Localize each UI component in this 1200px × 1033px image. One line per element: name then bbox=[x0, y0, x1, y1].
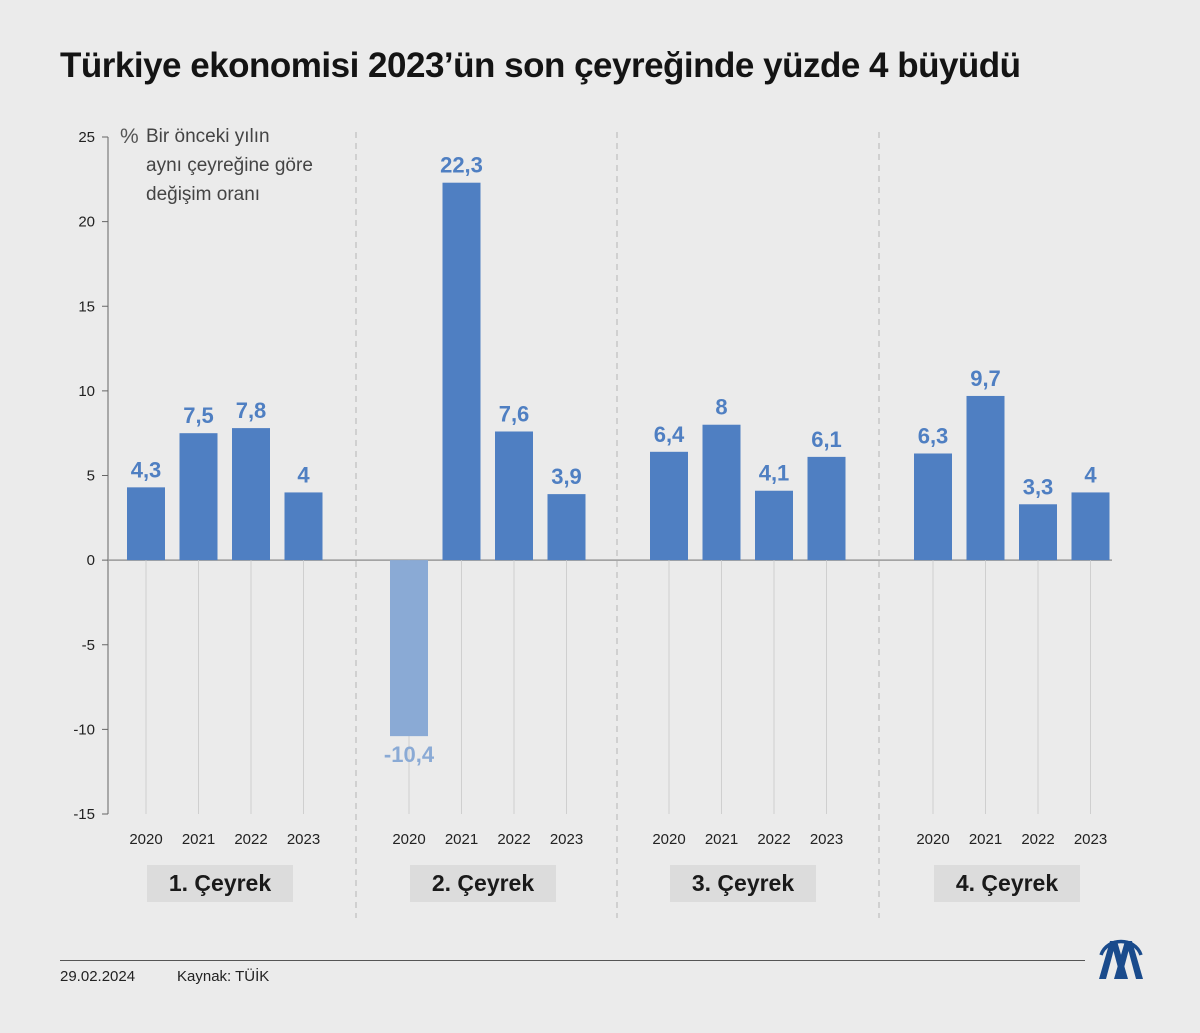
bar bbox=[702, 424, 741, 561]
bar bbox=[232, 428, 270, 561]
aa-logo-icon bbox=[1099, 939, 1143, 979]
bar bbox=[966, 395, 1005, 561]
percent-symbol: % bbox=[120, 125, 139, 148]
y-tick-label: -5 bbox=[82, 637, 95, 654]
y-tick-label: -15 bbox=[73, 806, 95, 823]
bar-value-label: 6,4 bbox=[654, 422, 685, 447]
unit-note: % Bir önceki yılın aynı çeyreğine göre d… bbox=[120, 122, 313, 209]
year-label: 2023 bbox=[1074, 831, 1107, 848]
bar bbox=[390, 560, 428, 737]
bar-value-label: 4 bbox=[297, 462, 310, 487]
footer-date: 29.02.2024 bbox=[60, 968, 136, 985]
bar-value-label: 4,3 bbox=[131, 457, 162, 482]
bar-value-label: 6,1 bbox=[811, 427, 842, 452]
y-tick-label: 5 bbox=[87, 468, 95, 485]
bar-value-label: -10,4 bbox=[384, 742, 435, 767]
year-label: 2021 bbox=[445, 831, 478, 848]
bar-value-label: 4 bbox=[1084, 462, 1097, 487]
bar-value-label: 22,3 bbox=[440, 153, 483, 178]
bar-value-label: 7,6 bbox=[499, 401, 530, 426]
footer-source: Kaynak: TÜİK bbox=[177, 968, 270, 985]
bar-value-label: 7,8 bbox=[236, 398, 267, 423]
bar-value-label: 3,3 bbox=[1023, 474, 1054, 499]
year-label: 2022 bbox=[757, 831, 790, 848]
y-tick-label: 25 bbox=[78, 129, 95, 146]
bar bbox=[127, 487, 165, 561]
unit-note-text: Bir önceki yılın aynı çeyreğine göre değ… bbox=[146, 126, 313, 205]
bar bbox=[547, 494, 586, 561]
year-label: 2023 bbox=[287, 831, 320, 848]
year-label: 2023 bbox=[810, 831, 843, 848]
year-label: 2020 bbox=[916, 831, 949, 848]
quarter-label: 2. Çeyrek bbox=[410, 865, 556, 902]
year-label: 2022 bbox=[497, 831, 530, 848]
footer-divider bbox=[60, 960, 1085, 961]
bar-value-label: 9,7 bbox=[970, 366, 1001, 391]
year-label: 2021 bbox=[969, 831, 1002, 848]
y-tick-label: 0 bbox=[87, 552, 95, 569]
bar-value-label: 6,3 bbox=[918, 423, 949, 448]
bar bbox=[650, 451, 688, 561]
bar bbox=[807, 456, 846, 561]
year-label: 2022 bbox=[1021, 831, 1054, 848]
quarter-label: 1. Çeyrek bbox=[147, 865, 293, 902]
quarter-label: 4. Çeyrek bbox=[934, 865, 1080, 902]
y-tick-label: 15 bbox=[78, 298, 95, 315]
bar bbox=[755, 490, 793, 561]
y-tick-label: 10 bbox=[78, 383, 95, 400]
bar bbox=[1071, 492, 1110, 561]
year-label: 2020 bbox=[129, 831, 162, 848]
bar-value-label: 7,5 bbox=[183, 403, 214, 428]
bar-value-label: 3,9 bbox=[551, 464, 582, 489]
bar-value-label: 4,1 bbox=[759, 461, 790, 486]
chart-title: Türkiye ekonomisi 2023’ün son çeyreğinde… bbox=[60, 46, 1021, 85]
bar bbox=[442, 182, 481, 561]
year-label: 2021 bbox=[705, 831, 738, 848]
year-label: 2020 bbox=[392, 831, 425, 848]
bar bbox=[914, 453, 952, 561]
year-label: 2022 bbox=[234, 831, 267, 848]
year-label: 2020 bbox=[652, 831, 685, 848]
year-label: 2021 bbox=[182, 831, 215, 848]
bar-value-label: 8 bbox=[715, 395, 727, 420]
y-tick-label: -10 bbox=[73, 721, 95, 738]
bar bbox=[179, 433, 218, 561]
year-label: 2023 bbox=[550, 831, 583, 848]
bar bbox=[495, 431, 533, 561]
bar bbox=[1019, 504, 1057, 561]
y-tick-label: 20 bbox=[78, 214, 95, 231]
quarter-label: 3. Çeyrek bbox=[670, 865, 816, 902]
bar bbox=[284, 492, 323, 561]
